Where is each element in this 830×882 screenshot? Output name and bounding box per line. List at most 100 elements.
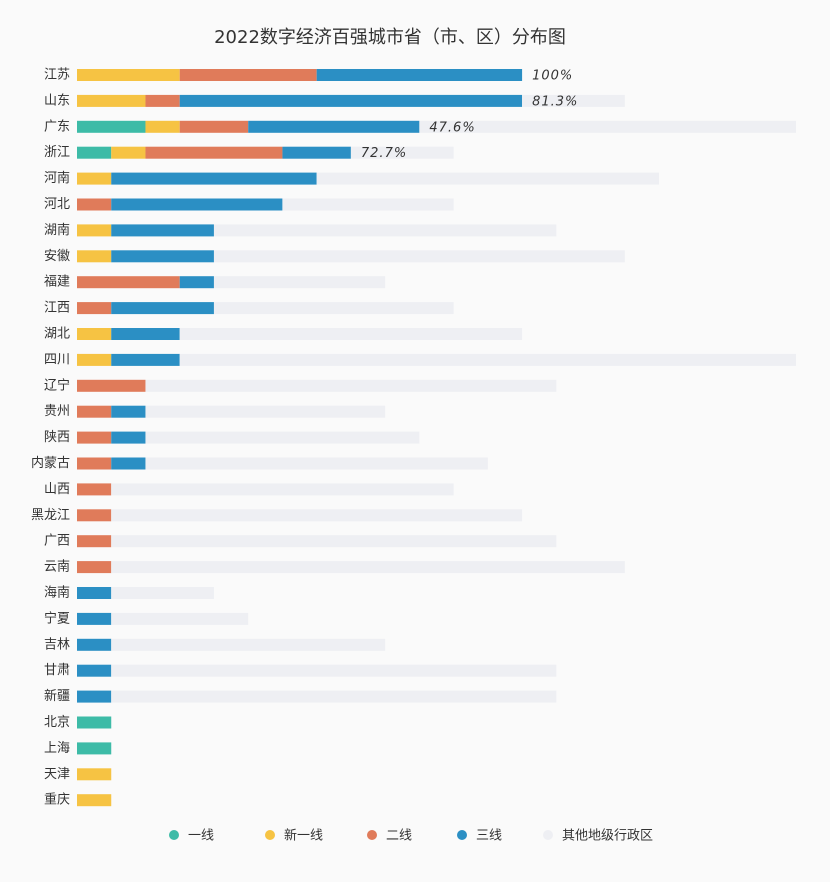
bar-segment xyxy=(179,69,317,81)
bar-segment xyxy=(282,146,351,159)
bar-segment xyxy=(111,561,625,574)
bar-segment xyxy=(111,587,214,599)
bar-segment xyxy=(77,146,112,159)
y-tick-label: 天津 xyxy=(44,767,70,782)
chart-title: 2022数字经济百强城市省（市、区）分布图 xyxy=(214,27,566,48)
bar-segment xyxy=(111,690,557,703)
y-tick-label: 上海 xyxy=(44,741,70,756)
y-tick-label: 吉林 xyxy=(44,637,70,652)
bar-segment xyxy=(179,353,796,366)
annotation: 100% xyxy=(532,69,573,84)
y-tick-label: 广东 xyxy=(44,119,70,134)
y-tick-label: 四川 xyxy=(44,352,70,367)
bar-segment xyxy=(213,276,386,289)
annotation: 81.3% xyxy=(532,94,578,109)
legend-marker xyxy=(169,830,179,840)
annotation: 47.6% xyxy=(429,120,475,135)
bar-segment xyxy=(77,535,112,548)
y-tick-label: 江西 xyxy=(44,301,70,316)
bar-segment xyxy=(77,638,112,651)
legend-marker xyxy=(543,830,553,840)
bar-segment xyxy=(77,250,112,263)
y-tick-label: 黑龙江 xyxy=(31,508,70,523)
y-tick-label: 陕西 xyxy=(44,430,70,445)
bar-segment xyxy=(111,483,454,496)
y-tick-label: 广西 xyxy=(44,534,70,549)
bar-segment xyxy=(77,768,112,781)
annotation: 72.7% xyxy=(361,146,407,161)
bar-segment xyxy=(145,120,180,133)
bar-segment xyxy=(145,379,557,392)
legend-label: 新一线 xyxy=(284,828,323,844)
bar-segment xyxy=(77,379,146,392)
y-tick-label: 河南 xyxy=(44,170,70,186)
bar-segment xyxy=(111,146,146,159)
bar-segment xyxy=(111,250,214,263)
bar-segment xyxy=(145,146,283,159)
y-tick-label: 辽宁 xyxy=(44,377,70,393)
bar-segment xyxy=(111,172,317,185)
legend-marker xyxy=(265,830,275,840)
bar-segment xyxy=(213,224,557,237)
bar-segment xyxy=(77,69,180,81)
y-tick-label: 河北 xyxy=(44,197,70,212)
bar-segment xyxy=(111,328,180,340)
legend-marker xyxy=(457,830,467,840)
bar-segment xyxy=(213,302,454,315)
bar-segment xyxy=(282,198,454,211)
bar-segment xyxy=(77,509,112,522)
bar-segment xyxy=(77,587,112,599)
bar-segment xyxy=(77,612,112,625)
bar-segment xyxy=(77,94,146,107)
bar-segment xyxy=(145,431,420,444)
bar-segment xyxy=(111,535,557,548)
y-tick-label: 江苏 xyxy=(44,67,70,83)
bar-segment xyxy=(77,431,112,444)
bar-segment xyxy=(179,328,523,340)
bar-segment xyxy=(77,561,112,574)
bar-segment xyxy=(419,120,796,133)
y-tick-label: 北京 xyxy=(44,715,70,730)
bar-segment xyxy=(77,353,112,366)
bar-segment xyxy=(248,120,420,133)
bar-segment xyxy=(111,405,146,418)
bar-segment xyxy=(77,716,112,729)
bar-segment xyxy=(111,224,214,237)
bar-segment xyxy=(145,457,488,470)
legend-marker xyxy=(367,830,377,840)
legend-label: 一线 xyxy=(188,829,214,844)
bar-segment xyxy=(77,457,112,470)
bar-segment xyxy=(145,405,386,418)
y-tick-label: 湖北 xyxy=(44,327,70,342)
y-tick-label: 山西 xyxy=(44,482,70,497)
bar-segment xyxy=(111,664,557,677)
bar-segment xyxy=(316,172,660,185)
y-tick-label: 云南 xyxy=(44,559,70,575)
y-tick-label: 安徽 xyxy=(44,249,70,264)
bar-segment xyxy=(77,172,112,185)
bar-segment xyxy=(111,302,214,315)
bar-segment xyxy=(179,120,249,133)
y-tick-label: 湖南 xyxy=(44,222,70,238)
bar-segment xyxy=(77,276,180,289)
y-tick-label: 宁夏 xyxy=(44,610,70,626)
y-tick-label: 重庆 xyxy=(44,792,70,808)
y-tick-label: 贵州 xyxy=(44,404,70,419)
bar-segment xyxy=(77,328,112,340)
bar-segment xyxy=(111,353,180,366)
legend-label: 二线 xyxy=(386,829,412,844)
bar-segment xyxy=(77,794,112,807)
bar-segment xyxy=(77,302,112,315)
bar-segment xyxy=(111,457,146,470)
bar-segment xyxy=(77,483,112,496)
y-tick-label: 新疆 xyxy=(44,688,70,704)
bar-segment xyxy=(111,509,523,522)
bar-segment xyxy=(111,431,146,444)
y-tick-label: 海南 xyxy=(44,585,70,601)
bar-segment xyxy=(111,612,249,625)
bar-segment xyxy=(77,690,112,703)
bar-segment xyxy=(111,638,386,651)
bar-segment xyxy=(77,405,112,418)
bar-segment xyxy=(179,276,214,289)
y-tick-label: 甘肃 xyxy=(44,663,70,678)
